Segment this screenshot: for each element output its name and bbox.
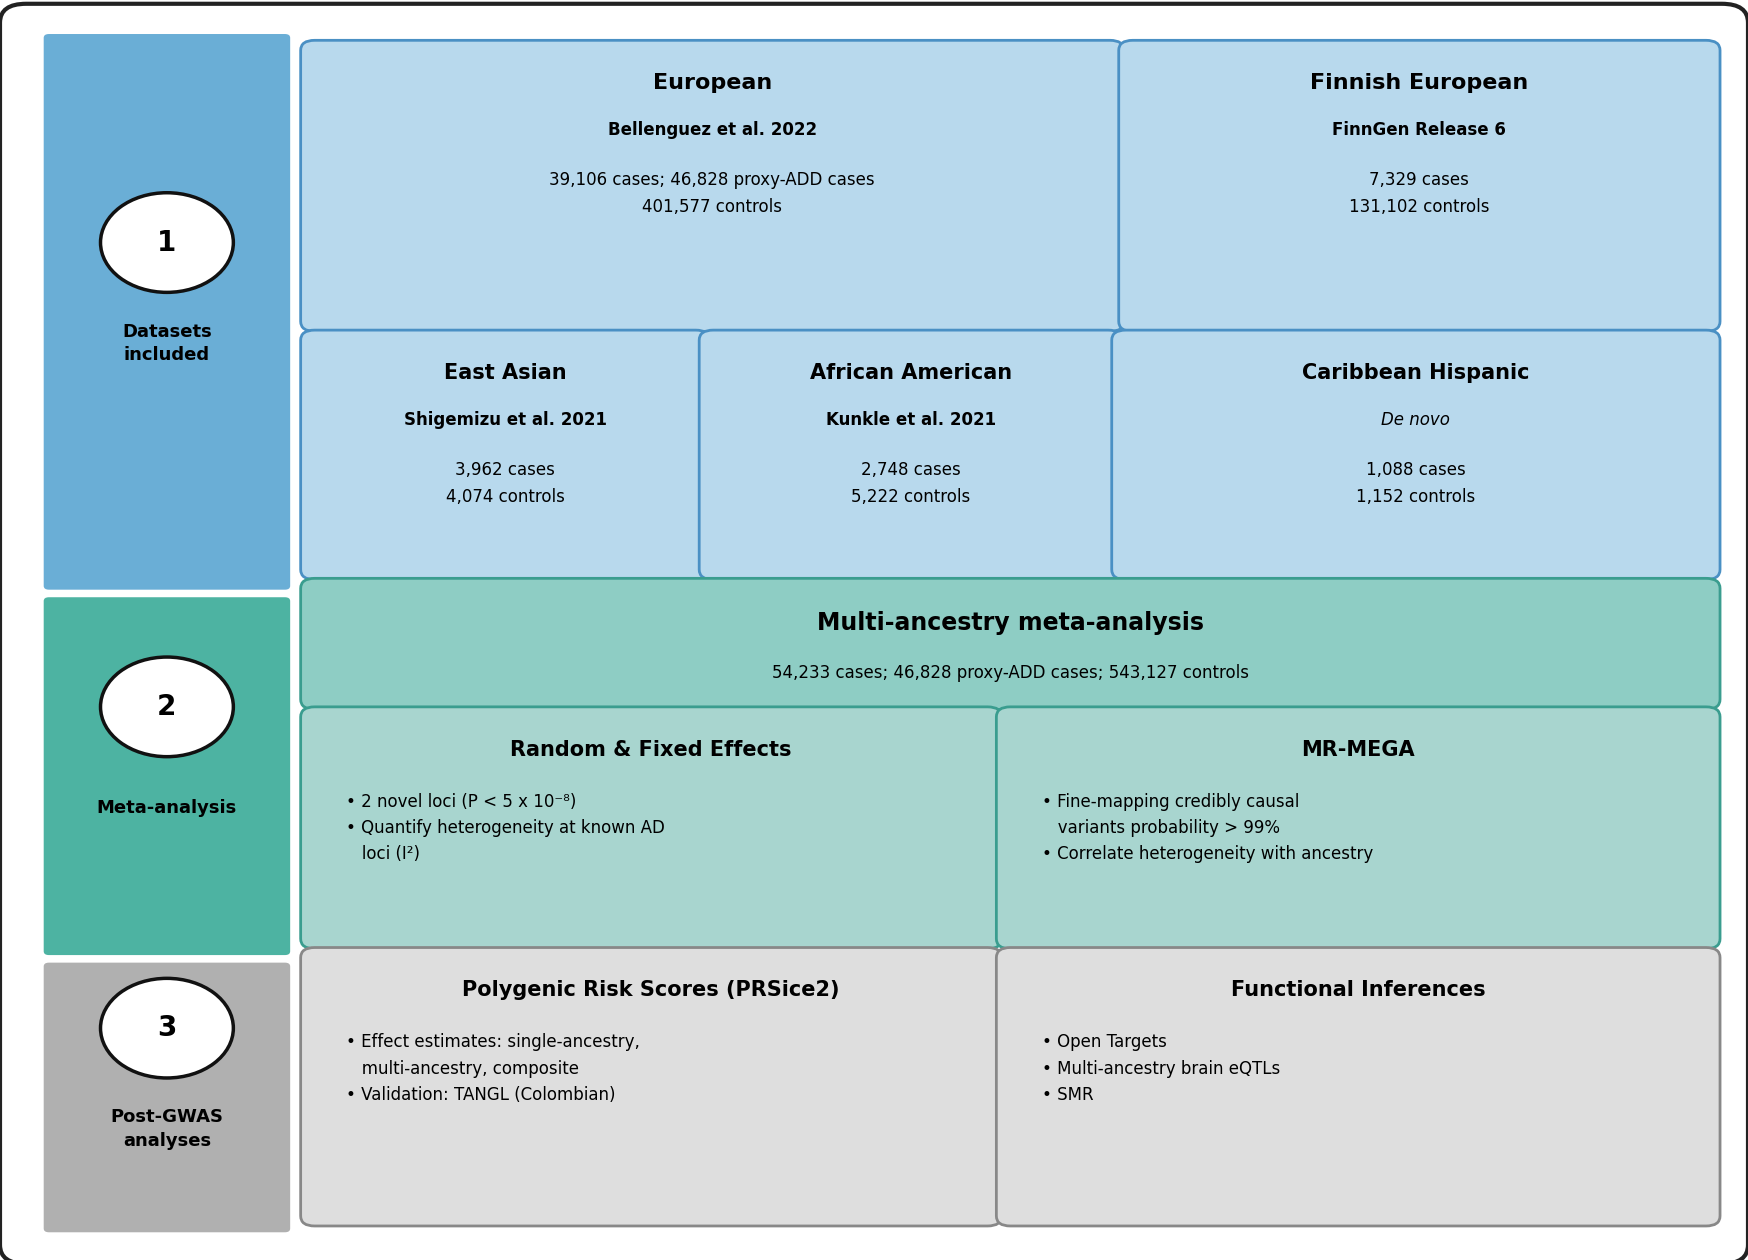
Text: Multi-ancestry meta-analysis: Multi-ancestry meta-analysis <box>816 611 1204 635</box>
Text: 54,233 cases; 46,828 proxy-ADD cases; 543,127 controls: 54,233 cases; 46,828 proxy-ADD cases; 54… <box>773 664 1248 682</box>
FancyBboxPatch shape <box>996 948 1720 1226</box>
Text: Random & Fixed Effects: Random & Fixed Effects <box>510 740 792 760</box>
Text: 7,329 cases
131,102 controls: 7,329 cases 131,102 controls <box>1349 171 1489 215</box>
Ellipse shape <box>101 656 234 757</box>
Text: FinnGen Release 6: FinnGen Release 6 <box>1332 121 1507 139</box>
FancyBboxPatch shape <box>1119 40 1720 331</box>
FancyBboxPatch shape <box>301 330 710 580</box>
FancyBboxPatch shape <box>301 707 1002 949</box>
Text: • Fine-mapping credibly causal
   variants probability > 99%
• Correlate heterog: • Fine-mapping credibly causal variants … <box>1042 793 1374 863</box>
Text: Finnish European: Finnish European <box>1311 73 1528 93</box>
Text: • Effect estimates: single-ancestry,
   multi-ancestry, composite
• Validation: : • Effect estimates: single-ancestry, mul… <box>346 1033 640 1104</box>
FancyBboxPatch shape <box>44 963 290 1232</box>
Text: African American: African American <box>809 363 1012 383</box>
Ellipse shape <box>101 978 234 1079</box>
Text: 3: 3 <box>157 1014 177 1042</box>
FancyBboxPatch shape <box>301 578 1720 709</box>
Text: Post-GWAS
analyses: Post-GWAS analyses <box>110 1108 224 1150</box>
Text: MR-MEGA: MR-MEGA <box>1301 740 1416 760</box>
Text: Shigemizu et al. 2021: Shigemizu et al. 2021 <box>404 411 607 428</box>
FancyBboxPatch shape <box>301 40 1124 331</box>
FancyBboxPatch shape <box>44 34 290 590</box>
FancyBboxPatch shape <box>301 948 1002 1226</box>
Text: European: European <box>652 73 773 93</box>
Text: East Asian: East Asian <box>444 363 566 383</box>
Text: Polygenic Risk Scores (PRSice2): Polygenic Risk Scores (PRSice2) <box>463 980 839 1000</box>
Text: De novo: De novo <box>1381 411 1451 428</box>
Text: 2: 2 <box>157 693 177 721</box>
Text: 39,106 cases; 46,828 proxy-ADD cases
401,577 controls: 39,106 cases; 46,828 proxy-ADD cases 401… <box>549 171 876 215</box>
Text: Datasets
included: Datasets included <box>122 323 212 364</box>
FancyBboxPatch shape <box>0 4 1748 1260</box>
Text: 3,962 cases
4,074 controls: 3,962 cases 4,074 controls <box>446 461 565 505</box>
FancyBboxPatch shape <box>1112 330 1720 580</box>
Ellipse shape <box>101 193 234 292</box>
Text: 2,748 cases
5,222 controls: 2,748 cases 5,222 controls <box>851 461 970 505</box>
Text: Functional Inferences: Functional Inferences <box>1231 980 1486 1000</box>
Text: • Open Targets
• Multi-ancestry brain eQTLs
• SMR: • Open Targets • Multi-ancestry brain eQ… <box>1042 1033 1280 1104</box>
Text: • 2 novel loci (P < 5 x 10⁻⁸)
• Quantify heterogeneity at known AD
   loci (I²): • 2 novel loci (P < 5 x 10⁻⁸) • Quantify… <box>346 793 664 863</box>
Text: 1: 1 <box>157 228 177 257</box>
FancyBboxPatch shape <box>44 597 290 955</box>
Text: Bellenguez et al. 2022: Bellenguez et al. 2022 <box>608 121 816 139</box>
Text: Meta-analysis: Meta-analysis <box>96 799 238 816</box>
FancyBboxPatch shape <box>699 330 1122 580</box>
Text: Kunkle et al. 2021: Kunkle et al. 2021 <box>825 411 996 428</box>
FancyBboxPatch shape <box>996 707 1720 949</box>
Text: 1,088 cases
1,152 controls: 1,088 cases 1,152 controls <box>1356 461 1475 505</box>
Text: Caribbean Hispanic: Caribbean Hispanic <box>1302 363 1530 383</box>
